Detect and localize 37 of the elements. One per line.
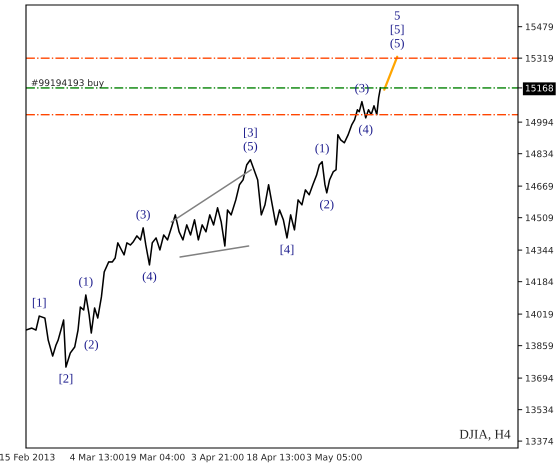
y-tick-label: 13859 <box>526 342 554 350</box>
x-tick-label: 3 May 05:00 <box>306 454 362 462</box>
annotation: [2] <box>60 374 72 384</box>
annotation: (2) <box>84 340 98 352</box>
annotation: [1] <box>32 298 46 308</box>
annotation: (3) <box>136 210 150 222</box>
x-tick-label: 3 Apr 21:00 <box>192 454 244 462</box>
y-tick-label: 13374 <box>526 438 554 445</box>
y-tick-label: 15319 <box>526 54 554 62</box>
annotation: DJIA, H4 <box>460 430 510 441</box>
annotation: (5) <box>244 142 258 153</box>
annotation: (1) <box>315 144 329 155</box>
annotation: (4) <box>142 272 156 284</box>
x-tick-label: 18 Apr 13:00 <box>247 454 305 462</box>
annotation: (1) <box>79 276 93 288</box>
y-tick-label: 14184 <box>526 278 554 286</box>
x-tick-label: 4 Mar 13:00 <box>70 454 124 461</box>
y-tick-label: 14509 <box>526 214 554 222</box>
x-tick-label: 19 Mar 04:00 <box>126 454 185 461</box>
y-tick-label: 15168 <box>526 84 554 92</box>
y-tick-label: 13534 <box>526 406 554 414</box>
annotation: [3] <box>244 128 257 138</box>
y-tick-label: 13694 <box>526 374 554 382</box>
y-tick-label: 14994 <box>526 118 554 126</box>
y-tick-label: 15479 <box>526 23 554 30</box>
x-tick-label: 15 Feb 2013 <box>0 454 55 461</box>
y-tick-label: 14019 <box>526 310 554 318</box>
annotation: (2) <box>320 200 334 211</box>
annotation: 5 <box>394 11 400 20</box>
y-tick-label: 14834 <box>526 150 554 158</box>
y-tick-label: 14669 <box>526 182 554 190</box>
annotation: (4) <box>358 124 372 136</box>
ref-line-label: #99194193 buy <box>32 79 104 88</box>
annotation: [4] <box>280 244 294 256</box>
annotation: [5] <box>390 24 404 36</box>
annotation: (5) <box>390 38 404 50</box>
y-tick-label: 14344 <box>526 246 554 254</box>
